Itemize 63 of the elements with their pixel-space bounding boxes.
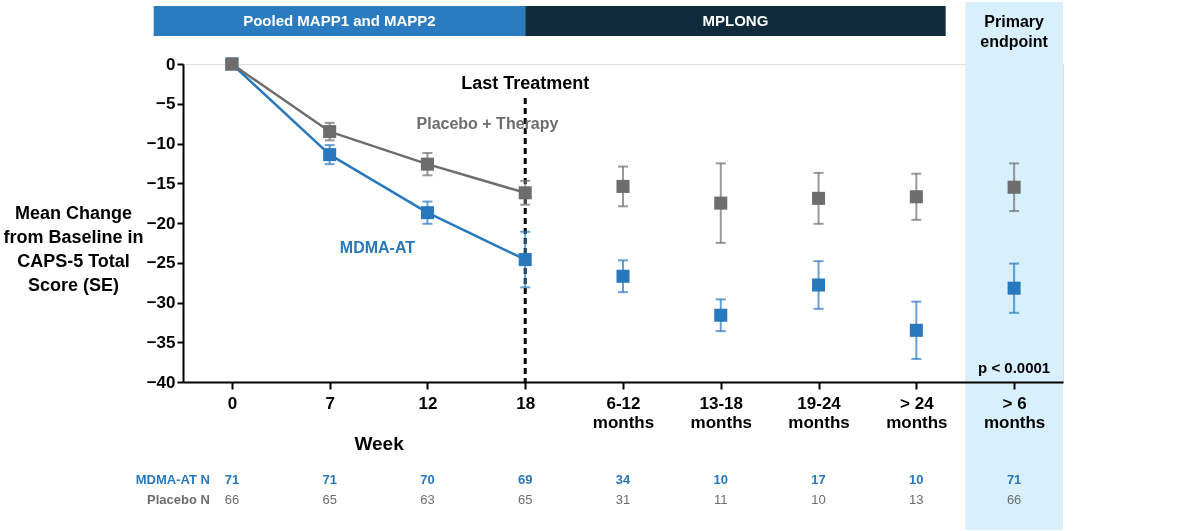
y-tick-label: −25	[146, 253, 176, 273]
x-tick-label: 13-18 months	[690, 393, 752, 432]
x-tick-label: 6-12 months	[592, 393, 655, 432]
x-tick-label: > 6 months	[983, 393, 1046, 432]
ref-line-label: Last Treatment	[461, 73, 590, 93]
text: 65	[322, 492, 337, 507]
series-label: Placebo + Therapy	[416, 115, 559, 133]
point	[323, 148, 337, 162]
text: 63	[420, 492, 435, 507]
text: 10	[909, 472, 924, 487]
point	[1007, 180, 1021, 194]
x-axis-title: Week	[354, 432, 405, 454]
y-tick-label: −40	[146, 372, 176, 392]
text: Placebo N	[147, 492, 210, 507]
y-tick-label: 0	[166, 54, 176, 74]
text: 71	[322, 472, 337, 487]
point	[518, 186, 532, 200]
text: 70	[420, 472, 435, 487]
text: MDMA-AT N	[135, 472, 210, 487]
x-tick-label: > 24 months	[886, 393, 948, 432]
text: 13	[909, 492, 924, 507]
text: 31	[615, 492, 631, 507]
point	[909, 190, 923, 204]
point	[812, 191, 826, 205]
y-axis-title: Mean Change from Baseline in CAPS-5 Total Score (SE)	[3, 202, 144, 295]
text: MPLONG	[702, 12, 769, 29]
point	[518, 253, 532, 267]
text: 10	[713, 472, 729, 487]
text: 69	[517, 472, 533, 487]
text: 66	[1006, 492, 1022, 507]
point	[1007, 281, 1021, 295]
text: 11	[714, 492, 728, 507]
x-tick-label: 12	[418, 393, 438, 413]
point	[812, 278, 826, 292]
text: 17	[811, 472, 826, 487]
point	[616, 269, 630, 283]
point	[714, 308, 728, 322]
x-tick-label: 19-24 months	[788, 393, 850, 432]
x-tick-label: 18	[516, 393, 536, 413]
series-label: MDMA-AT	[339, 238, 416, 256]
text: 10	[811, 492, 826, 507]
point	[714, 196, 728, 210]
x-tick-label: 0	[227, 393, 238, 413]
band-label: Primary endpoint	[980, 13, 1049, 50]
point	[616, 179, 630, 193]
y-tick-label: −20	[146, 213, 176, 233]
y-tick-label: −15	[146, 173, 176, 193]
text: 71	[1006, 472, 1022, 487]
y-tick-label: −30	[146, 293, 176, 312]
y-tick-label: −35	[146, 332, 176, 352]
point	[420, 157, 434, 171]
point	[909, 323, 923, 337]
annotation: p < 0.0001	[978, 359, 1051, 376]
text: 65	[517, 492, 533, 507]
x-tick-label: 7	[325, 393, 335, 413]
point	[420, 206, 434, 220]
text: 34	[615, 472, 631, 487]
point	[323, 125, 337, 139]
text: 71	[224, 472, 240, 487]
text: Pooled MAPP1 and MAPP2	[243, 12, 436, 29]
y-tick-label: −5	[156, 94, 176, 114]
text: 66	[224, 492, 240, 507]
y-tick-label: −10	[146, 134, 176, 153]
